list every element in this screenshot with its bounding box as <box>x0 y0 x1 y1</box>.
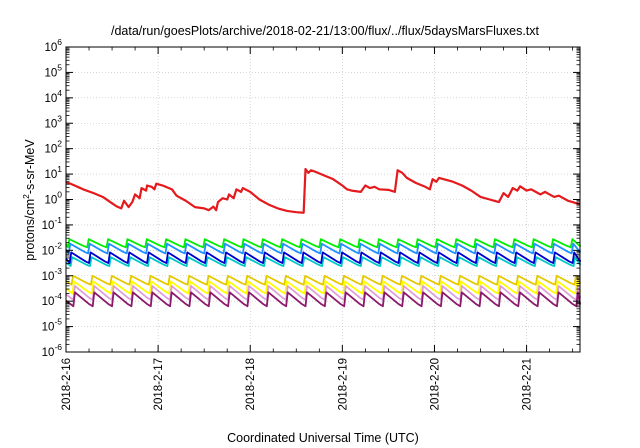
y-tick-label: 100 <box>44 190 62 207</box>
x-axis-ticks: 2018-2-16 2018-2-17 2018-2-18 2018-2-19 2018… <box>61 47 574 410</box>
x-tick-label: 2018-2-18 <box>245 358 257 410</box>
series-line-0 <box>65 167 581 214</box>
series-line-5 <box>65 274 581 286</box>
series-line-8 <box>65 291 581 308</box>
series-line-4 <box>65 251 581 264</box>
y-tick-label: 102 <box>44 139 62 156</box>
y-tick-label: 10-1 <box>42 215 63 232</box>
series-line-3 <box>65 256 581 267</box>
series-line-2 <box>65 242 581 255</box>
x-tick-label: 2018-2-20 <box>429 358 441 410</box>
series-line-7 <box>65 285 581 301</box>
x-tick-label: 2018-2-16 <box>61 358 73 410</box>
y-tick-label: 10-5 <box>42 317 63 334</box>
y-tick-label: 105 <box>44 62 62 79</box>
series-group <box>65 167 581 308</box>
y-tick-label: 10-3 <box>42 266 63 283</box>
y-axis-ticks: 10-6 10-5 10-4 10-3 10-2 10-1 100 101 102 103 104 1… <box>42 37 580 359</box>
x-tick-label: 2018-2-21 <box>522 358 534 410</box>
grid <box>66 47 580 352</box>
y-tick-label: 101 <box>44 164 62 181</box>
plot-frame <box>65 46 581 353</box>
x-axis-label: Coordinated Universal Time (UTC) <box>227 431 419 445</box>
x-tick-label: 2018-2-17 <box>153 358 165 410</box>
y-axis-label: protons/cm2-s-sr-MeV <box>21 139 37 261</box>
y-tick-label: 10-4 <box>42 291 63 308</box>
series-line-1 <box>65 238 581 249</box>
chart-title: /data/run/goesPlots/archive/2018-02-21/1… <box>111 24 540 38</box>
y-tick-label: 10-6 <box>42 342 63 359</box>
y-tick-label: 104 <box>44 88 62 105</box>
y-tick-label: 103 <box>44 113 62 130</box>
y-tick-label: 10-2 <box>42 240 63 257</box>
y-tick-label: 106 <box>44 37 62 54</box>
x-tick-label: 2018-2-19 <box>337 358 349 410</box>
series-line-6 <box>65 280 581 295</box>
